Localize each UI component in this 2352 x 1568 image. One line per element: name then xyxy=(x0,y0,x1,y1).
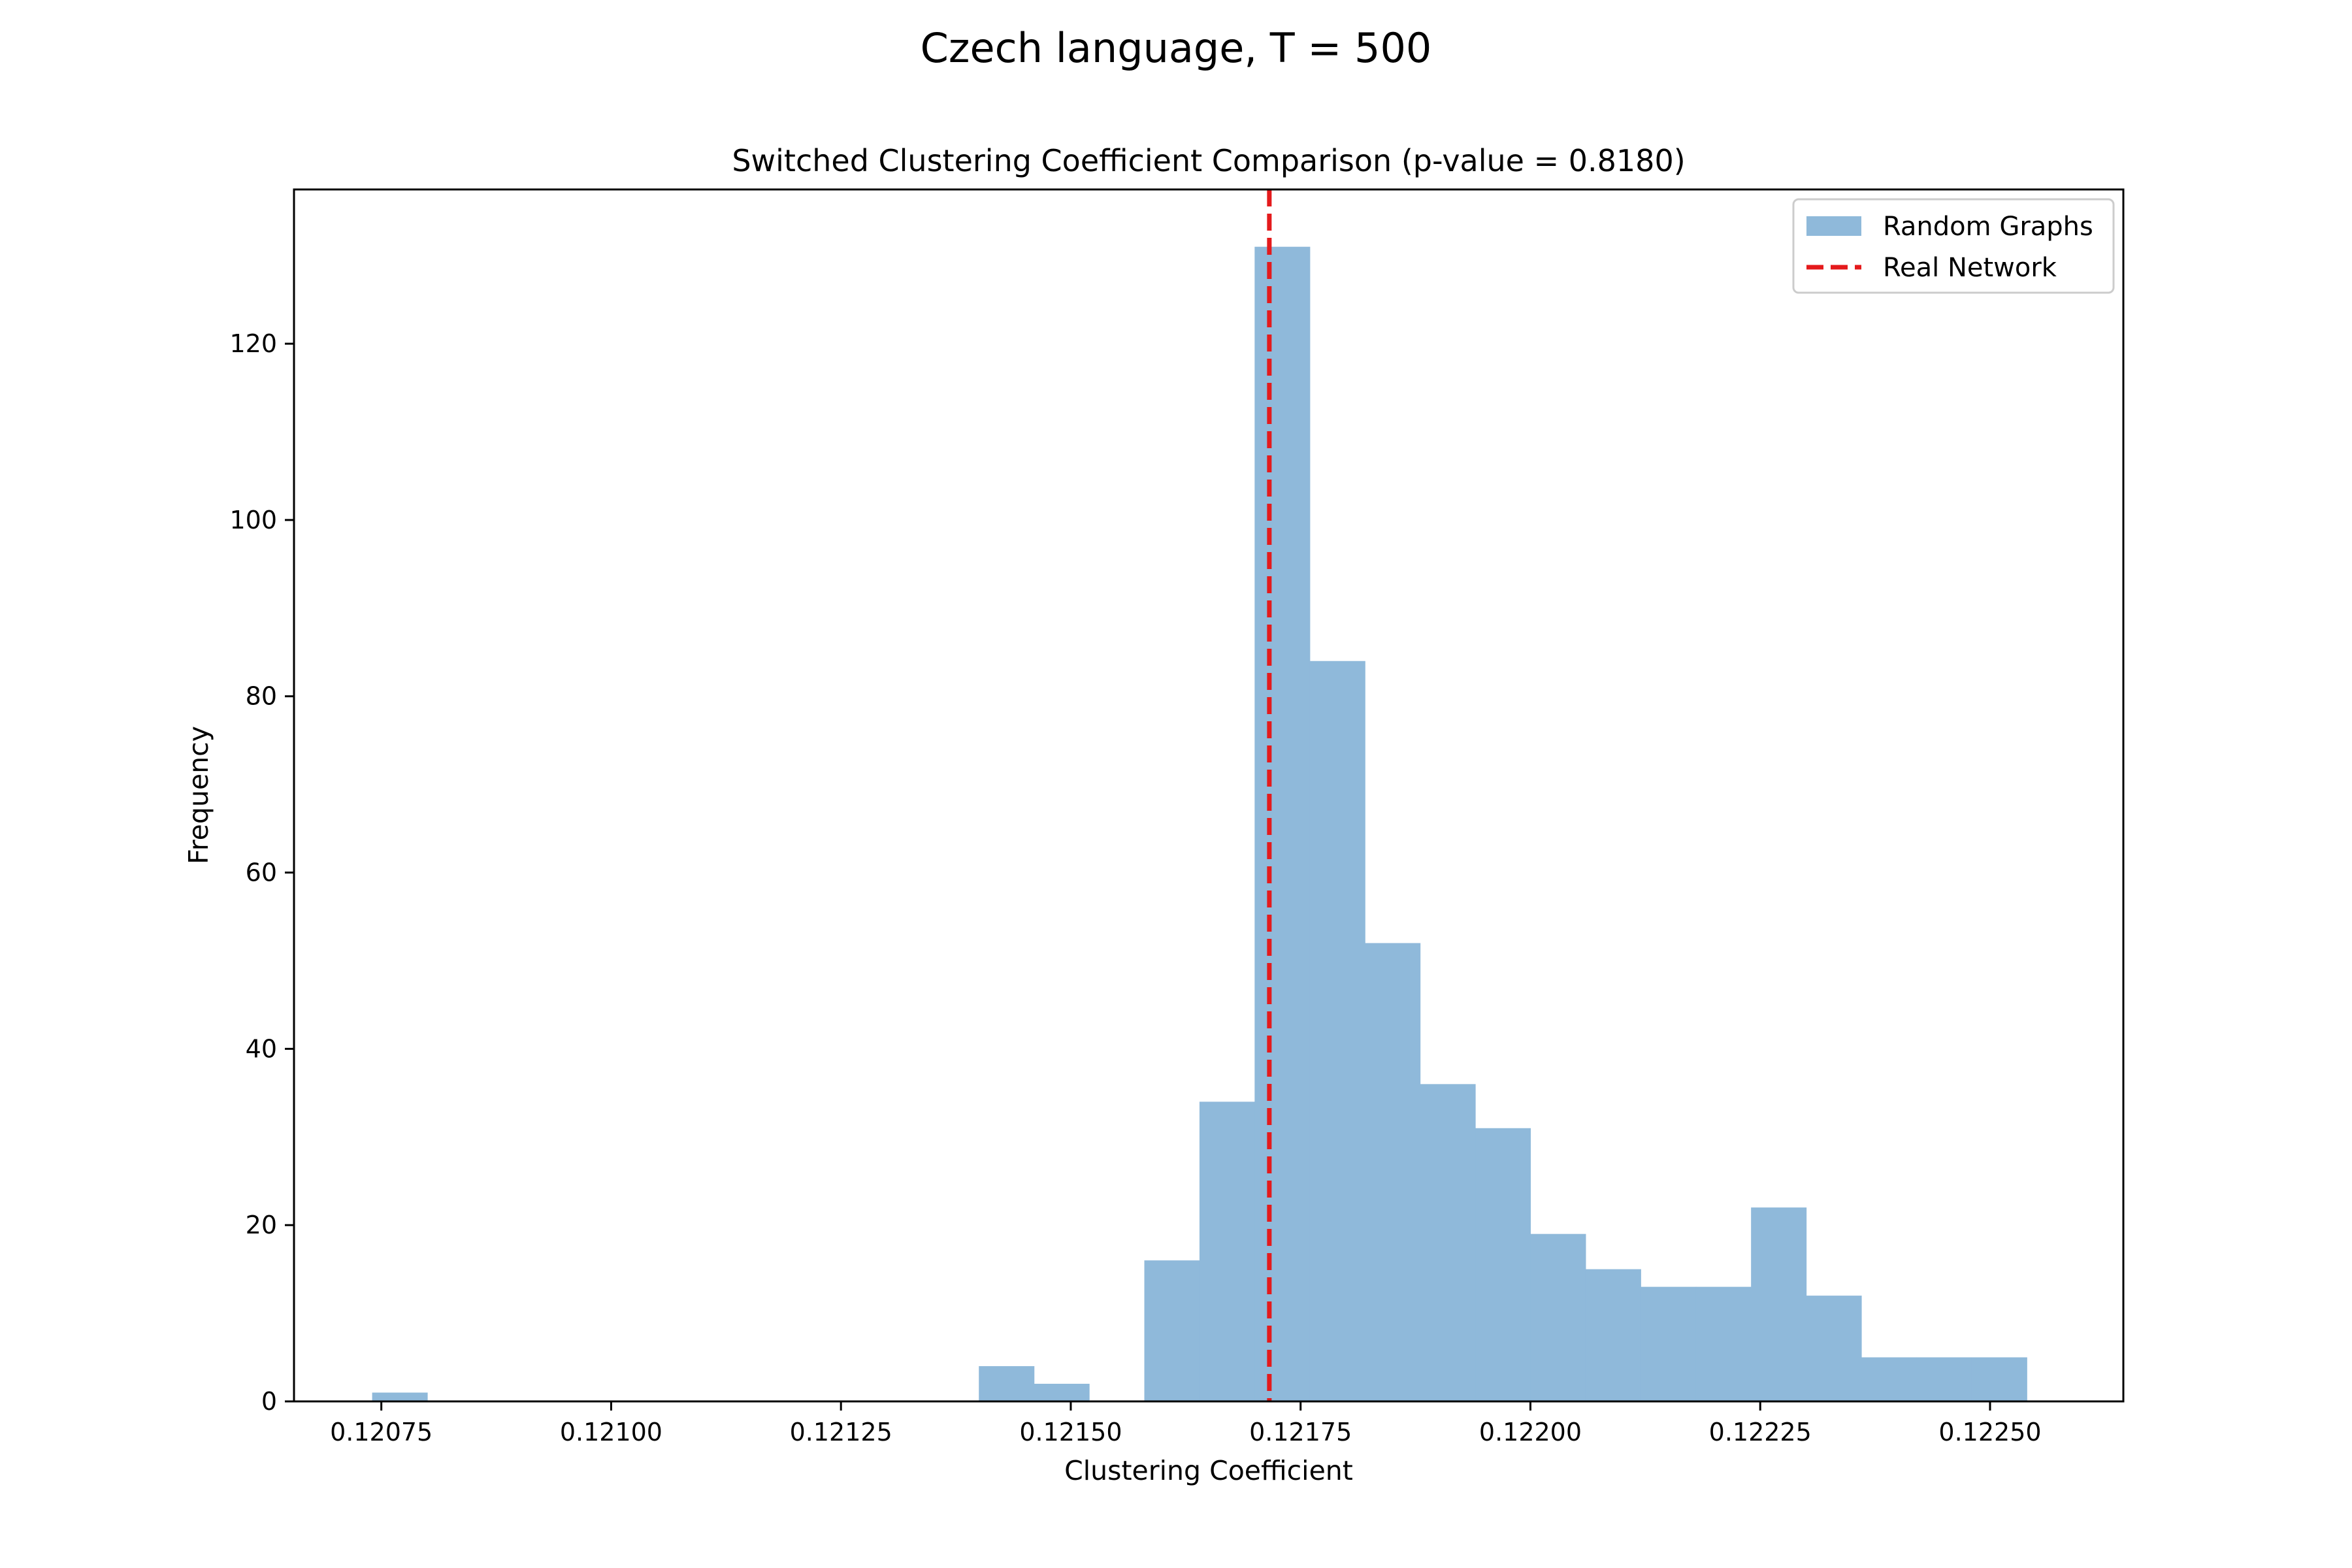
x-tick-label: 0.12175 xyxy=(1249,1418,1352,1446)
legend-label-real-network: Real Network xyxy=(1883,253,2057,283)
x-axis-ticks: 0.12075 0.12100 0.12125 0.12150 0.12175 0.122… xyxy=(330,1401,2042,1446)
y-axis-label: Frequency xyxy=(183,726,214,864)
histogram-bar xyxy=(1475,1128,1531,1401)
histogram-bar xyxy=(1971,1357,2027,1401)
x-tick-label: 0.12075 xyxy=(330,1418,433,1446)
histogram-bar xyxy=(1641,1286,1697,1401)
histogram-bar xyxy=(1420,1084,1476,1401)
y-tick-label: 60 xyxy=(246,858,277,887)
y-tick-label: 40 xyxy=(246,1034,277,1063)
histogram-bar xyxy=(1199,1102,1255,1401)
histogram-bar xyxy=(1806,1296,1862,1401)
y-tick-label: 0 xyxy=(261,1387,277,1416)
histogram-bar xyxy=(372,1392,428,1401)
y-tick-label: 80 xyxy=(246,682,277,711)
legend-swatch-random-graphs xyxy=(1806,216,1861,236)
x-tick-label: 0.12125 xyxy=(790,1418,892,1446)
x-tick-label: 0.12250 xyxy=(1938,1418,2041,1446)
legend: Random Graphs Real Network xyxy=(1792,198,2115,294)
histogram-bars xyxy=(372,246,2027,1402)
histogram-bar xyxy=(1751,1207,1807,1401)
histogram-bar xyxy=(1144,1260,1200,1401)
histogram-bar xyxy=(1861,1357,1918,1401)
y-tick-label: 20 xyxy=(246,1211,277,1239)
y-tick-label: 100 xyxy=(229,506,277,534)
legend-label-random-graphs: Random Graphs xyxy=(1883,212,2093,242)
histogram-bar xyxy=(1530,1233,1586,1401)
legend-frame xyxy=(1792,198,2115,294)
histogram-bar xyxy=(1916,1357,1972,1401)
y-axis-ticks: 0 20 40 60 80 100 120 xyxy=(229,329,294,1416)
figure-suptitle: Czech language, T = 500 xyxy=(921,24,1432,72)
histogram-bar xyxy=(1254,246,1311,1402)
x-tick-label: 0.12225 xyxy=(1709,1418,1812,1446)
x-tick-label: 0.12200 xyxy=(1479,1418,1582,1446)
histogram-bar xyxy=(1585,1269,1641,1401)
histogram-bar xyxy=(1309,661,1365,1401)
x-tick-label: 0.12150 xyxy=(1019,1418,1122,1446)
x-tick-label: 0.12100 xyxy=(560,1418,662,1446)
plot-area-frame xyxy=(293,188,2125,1403)
histogram-bar xyxy=(1695,1286,1752,1401)
chart-title: Switched Clustering Coefficient Comparis… xyxy=(732,143,1685,178)
x-axis-label: Clustering Coefficient xyxy=(1064,1455,1353,1486)
histogram-bar xyxy=(1365,943,1421,1401)
y-tick-label: 120 xyxy=(229,329,277,358)
histogram-bar xyxy=(979,1366,1035,1401)
histogram-bar xyxy=(1034,1384,1090,1401)
